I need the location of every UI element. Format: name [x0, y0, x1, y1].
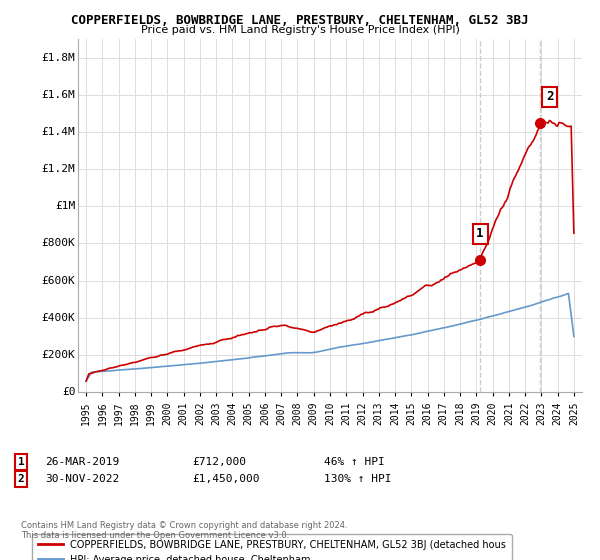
Text: £400K: £400K: [42, 312, 76, 323]
Text: 2: 2: [17, 474, 25, 484]
Text: 30-NOV-2022: 30-NOV-2022: [45, 474, 119, 484]
Text: £1.4M: £1.4M: [42, 127, 76, 137]
Text: 26-MAR-2019: 26-MAR-2019: [45, 457, 119, 467]
Text: 130% ↑ HPI: 130% ↑ HPI: [324, 474, 392, 484]
Text: £1.8M: £1.8M: [42, 53, 76, 63]
Text: £600K: £600K: [42, 276, 76, 286]
Text: 1: 1: [17, 457, 25, 467]
Text: Contains HM Land Registry data © Crown copyright and database right 2024.: Contains HM Land Registry data © Crown c…: [21, 521, 347, 530]
Text: This data is licensed under the Open Government Licence v3.0.: This data is licensed under the Open Gov…: [21, 531, 289, 540]
Text: 2: 2: [546, 90, 554, 103]
Text: £1.6M: £1.6M: [42, 90, 76, 100]
Text: COPPERFIELDS, BOWBRIDGE LANE, PRESTBURY, CHELTENHAM, GL52 3BJ: COPPERFIELDS, BOWBRIDGE LANE, PRESTBURY,…: [71, 14, 529, 27]
Text: £200K: £200K: [42, 350, 76, 360]
Text: £1M: £1M: [55, 201, 76, 211]
Text: £1,450,000: £1,450,000: [192, 474, 260, 484]
Text: Price paid vs. HM Land Registry's House Price Index (HPI): Price paid vs. HM Land Registry's House …: [140, 25, 460, 35]
Text: £712,000: £712,000: [192, 457, 246, 467]
Legend: COPPERFIELDS, BOWBRIDGE LANE, PRESTBURY, CHELTENHAM, GL52 3BJ (detached hous, HP: COPPERFIELDS, BOWBRIDGE LANE, PRESTBURY,…: [32, 534, 512, 560]
Text: 1: 1: [476, 227, 484, 240]
Text: 46% ↑ HPI: 46% ↑ HPI: [324, 457, 385, 467]
Text: £0: £0: [62, 387, 76, 397]
Text: £800K: £800K: [42, 239, 76, 249]
Text: £1.2M: £1.2M: [42, 164, 76, 174]
